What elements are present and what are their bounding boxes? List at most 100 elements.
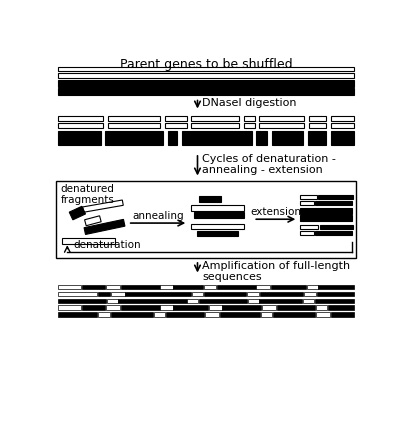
Bar	[205, 312, 219, 317]
Bar	[192, 291, 203, 296]
Bar	[58, 88, 353, 95]
Bar	[306, 285, 317, 289]
Text: annealing: annealing	[132, 211, 183, 221]
Bar	[314, 201, 352, 205]
Bar	[272, 312, 314, 317]
Text: denatured
fragments: denatured fragments	[60, 184, 114, 205]
Text: denaturation: denaturation	[73, 240, 141, 250]
Bar	[243, 116, 254, 121]
Bar	[154, 312, 164, 317]
Bar	[120, 306, 159, 310]
Bar	[303, 291, 315, 296]
Bar	[120, 285, 159, 289]
Bar	[173, 285, 203, 289]
Bar	[168, 138, 177, 145]
Bar	[299, 201, 313, 205]
Bar	[271, 138, 302, 145]
Bar	[308, 116, 325, 121]
Bar	[209, 306, 221, 310]
Bar	[247, 291, 259, 296]
Bar	[82, 285, 105, 289]
Bar	[110, 291, 124, 296]
Bar	[219, 312, 259, 317]
Bar	[62, 238, 114, 244]
Bar	[222, 306, 260, 310]
Bar	[164, 116, 186, 121]
Bar	[125, 291, 191, 296]
Text: Cycles of denaturation -
annealing - extension: Cycles of denaturation - annealing - ext…	[202, 154, 335, 175]
Bar	[58, 116, 103, 121]
Bar	[261, 306, 275, 310]
Bar	[105, 138, 163, 145]
Bar	[314, 299, 353, 303]
Bar	[58, 138, 100, 145]
Polygon shape	[69, 206, 85, 220]
Bar	[58, 285, 81, 289]
Bar	[314, 231, 352, 235]
Bar	[168, 131, 177, 137]
Bar	[110, 312, 153, 317]
Bar	[106, 285, 120, 289]
Text: Parent genes to be shuffled: Parent genes to be shuffled	[119, 57, 292, 71]
Bar	[198, 196, 220, 202]
Text: DNaseI digestion: DNaseI digestion	[202, 98, 296, 108]
Bar	[299, 225, 318, 229]
Polygon shape	[84, 216, 101, 226]
Bar	[182, 131, 251, 137]
Bar	[58, 80, 353, 87]
Bar	[56, 181, 355, 258]
Bar	[271, 131, 302, 137]
Bar	[316, 291, 353, 296]
Bar	[97, 291, 109, 296]
Bar	[182, 138, 251, 145]
Bar	[203, 285, 216, 289]
Bar	[330, 116, 353, 121]
Bar	[97, 312, 109, 317]
Bar	[318, 285, 353, 289]
Bar	[106, 306, 120, 310]
Bar	[330, 131, 353, 137]
Bar	[260, 312, 271, 317]
Bar	[58, 131, 100, 137]
Bar	[256, 138, 267, 145]
Bar	[164, 123, 186, 128]
Bar	[187, 299, 198, 303]
Bar	[191, 116, 239, 121]
Bar	[330, 138, 353, 145]
Bar	[299, 215, 352, 221]
Bar	[256, 131, 267, 137]
Bar	[307, 138, 325, 145]
Bar	[276, 306, 314, 310]
Polygon shape	[84, 220, 125, 235]
Text: extension: extension	[250, 207, 300, 217]
Bar	[330, 123, 353, 128]
Bar	[302, 299, 313, 303]
Bar	[299, 195, 316, 199]
Bar	[160, 285, 172, 289]
Bar	[243, 123, 254, 128]
Bar	[160, 306, 172, 310]
Bar	[58, 306, 81, 310]
Bar	[307, 131, 325, 137]
Bar	[107, 299, 117, 303]
Bar	[58, 73, 353, 77]
Bar	[191, 123, 239, 128]
Bar	[315, 306, 326, 310]
Bar	[107, 123, 160, 128]
Bar	[216, 285, 255, 289]
Bar	[299, 208, 352, 214]
Bar	[194, 212, 243, 218]
Bar	[330, 312, 353, 317]
Polygon shape	[83, 200, 123, 212]
Bar	[203, 291, 246, 296]
Bar	[58, 123, 103, 128]
Bar	[259, 291, 302, 296]
Bar	[165, 312, 204, 317]
Bar	[318, 195, 352, 199]
Bar	[319, 225, 352, 229]
Bar	[58, 312, 97, 317]
Bar	[173, 306, 208, 310]
Bar	[58, 299, 106, 303]
Bar	[308, 123, 325, 128]
Bar	[299, 231, 313, 235]
